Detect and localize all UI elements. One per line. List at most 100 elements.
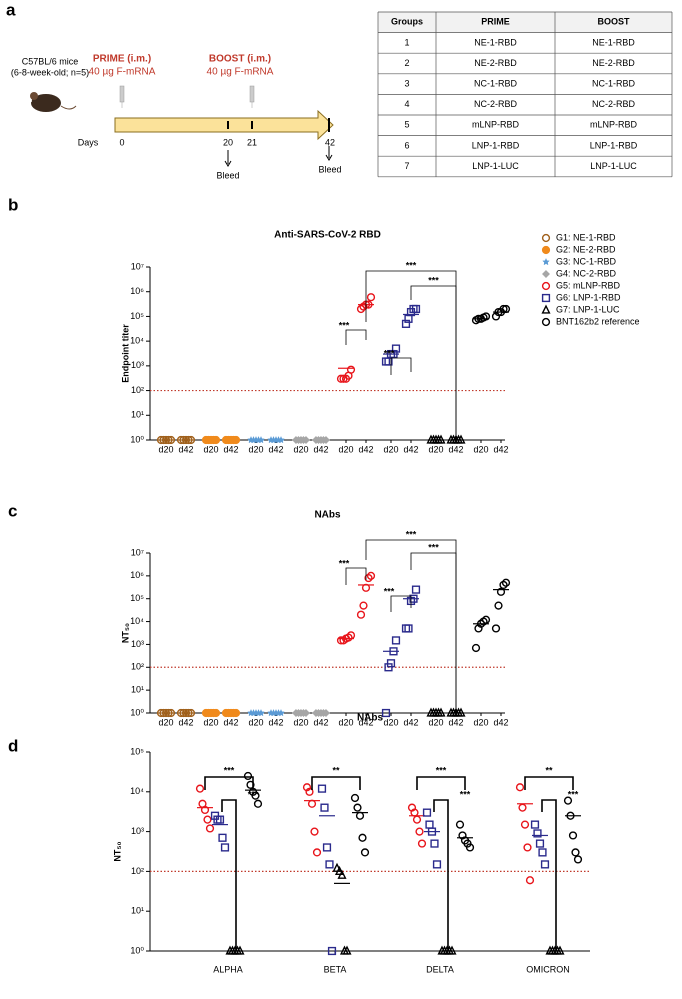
table-header: PRIME	[481, 17, 510, 27]
days-label: Days	[78, 137, 99, 147]
day: 42	[325, 137, 335, 147]
dot	[432, 860, 442, 869]
y-tick-label: 10⁴	[130, 616, 144, 626]
group-table: Groups PRIME BOOST 1 NE-1-RBD NE-1-RBD 2 NE-2-R…	[377, 11, 673, 178]
y-tick-label: 10¹	[131, 685, 144, 695]
x-tick-label: d20	[428, 444, 443, 454]
dot	[530, 820, 540, 829]
dot	[501, 578, 511, 587]
significance-bracket	[416, 776, 466, 790]
panel-label: a	[6, 0, 16, 19]
legend-label: G4: NC-2-RBD	[556, 268, 617, 278]
dot	[391, 636, 401, 645]
dot	[203, 815, 212, 824]
x-tick-label: DELTA	[426, 964, 454, 974]
x-tick-label: d42	[493, 444, 508, 454]
table-cell: NE-1-RBD	[592, 37, 635, 47]
dot	[494, 601, 503, 610]
dot	[312, 848, 322, 857]
y-tick-label: 10⁶	[130, 286, 144, 296]
legend-label: G2: NE-2-RBD	[556, 244, 616, 254]
table-cell: NC-2-RBD	[592, 99, 636, 109]
x-tick-label: d20	[158, 444, 173, 454]
day: 21	[247, 137, 257, 147]
day: 0	[119, 137, 124, 147]
boost-label: BOOST (i.m.)	[209, 54, 271, 65]
syringe-icon	[119, 85, 255, 108]
dot	[541, 245, 551, 255]
dot	[302, 783, 312, 792]
significance-label: ***	[248, 789, 259, 799]
table-header-bg	[378, 12, 672, 33]
dot	[317, 784, 327, 793]
table-cell: 7	[404, 161, 409, 171]
dot	[455, 820, 465, 829]
dot	[471, 643, 481, 653]
dot	[307, 799, 317, 808]
dot	[499, 580, 508, 590]
y-tick-label: 10⁵	[130, 593, 144, 603]
significance-label: ***	[339, 320, 350, 330]
mouse-label: C57BL/6 mice	[22, 56, 79, 66]
y-tick-label: 10³	[131, 639, 144, 649]
y-tick-label: 10²	[131, 385, 144, 395]
x-tick-label: d42	[448, 717, 463, 727]
dot	[415, 827, 424, 836]
table-cell: NE-2-RBD	[592, 58, 635, 68]
y-tick-label: 10¹	[131, 906, 144, 916]
significance-bracket	[433, 799, 449, 951]
table-cell: NE-1-RBD	[474, 37, 517, 47]
dot	[422, 808, 432, 817]
prime-dose: 40 µg F-mRNA	[89, 67, 156, 78]
table-cell: LNP-1-RBD	[472, 140, 520, 150]
significance-label: ***	[384, 586, 395, 596]
x-tick-label: d42	[358, 717, 373, 727]
y-axis-label: Endpoint titer	[120, 324, 130, 383]
dot	[344, 633, 353, 642]
bleed-arrows	[224, 146, 333, 167]
x-tick-label: d20	[383, 444, 398, 454]
x-tick-label: OMICRON	[526, 964, 570, 974]
dot	[391, 344, 401, 353]
x-tick-label: d20	[293, 717, 308, 727]
x-tick-label: d42	[223, 444, 238, 454]
dot	[220, 843, 230, 852]
y-tick-label: 10⁶	[130, 570, 144, 580]
significance-label: ***	[339, 558, 350, 568]
significance-bracket	[410, 285, 457, 440]
panel-label: c	[8, 501, 17, 520]
dot	[195, 784, 205, 793]
dot	[356, 304, 366, 314]
dot	[520, 820, 530, 829]
significance-label: ***	[406, 260, 417, 270]
legend-label: G5: mLNP-RBD	[556, 280, 621, 290]
x-tick-label: d20	[203, 444, 218, 454]
x-tick-label: d20	[473, 717, 488, 727]
dot	[336, 636, 346, 645]
table-cell: 3	[404, 78, 409, 88]
x-tick-label: d42	[313, 444, 328, 454]
dot	[404, 314, 413, 323]
dot	[364, 573, 373, 583]
y-tick-label: 10⁵	[130, 311, 144, 321]
dot	[218, 833, 227, 842]
dot	[359, 601, 368, 610]
dot	[342, 945, 352, 955]
significance-bracket	[541, 799, 557, 951]
x-tick-label: d20	[338, 444, 353, 454]
legend-label: BNT162b2 reference	[556, 316, 640, 326]
significance-label: ***	[568, 789, 579, 799]
dot	[366, 571, 376, 580]
dot	[541, 281, 551, 291]
dot	[571, 848, 580, 857]
chart-title: NAbs	[357, 713, 384, 724]
y-tick-label: 10⁵	[130, 746, 144, 756]
table-cell: mLNP-RBD	[590, 120, 638, 130]
dot	[205, 824, 215, 833]
x-tick-label: d42	[268, 717, 283, 727]
significance-label: ***	[428, 542, 439, 552]
significance-label: ***	[436, 765, 447, 775]
table-cell: NC-1-RBD	[592, 78, 636, 88]
dot	[350, 793, 360, 803]
legend-label: G6: LNP-1-RBD	[556, 292, 621, 302]
